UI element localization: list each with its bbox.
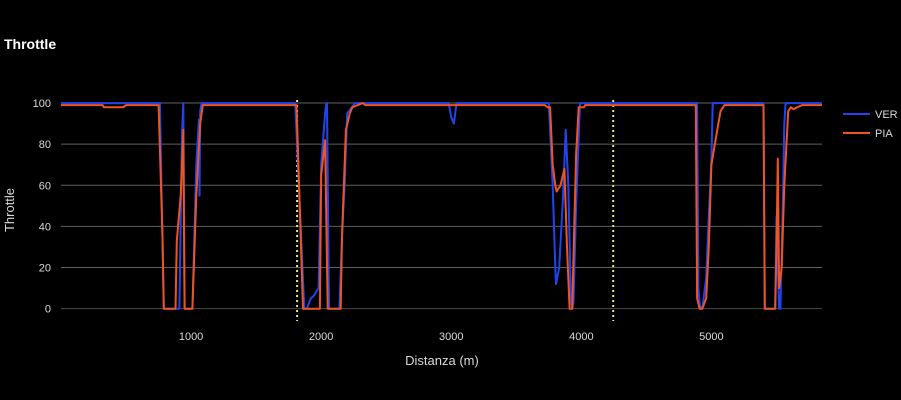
- x-tick-labels: 1000 2000 3000 4000 5000: [179, 331, 724, 343]
- x-tick-label: 1000: [179, 331, 203, 343]
- y-tick-label: 100: [33, 98, 51, 110]
- y-tick-label: 40: [39, 221, 51, 233]
- y-tick-label: 80: [39, 139, 51, 151]
- chart-title: Throttle: [4, 36, 56, 52]
- y-tick-label: 20: [39, 263, 51, 275]
- legend-label-ver: VER: [875, 109, 898, 121]
- x-tick-label: 4000: [569, 331, 593, 343]
- x-tick-label: 3000: [439, 331, 463, 343]
- y-tick-labels: 0 20 40 60 80 100: [33, 98, 51, 316]
- x-tick-label: 2000: [309, 331, 333, 343]
- series-line-pia: [61, 102, 822, 310]
- y-tick-label: 0: [45, 304, 51, 316]
- y-tick-label: 60: [39, 180, 51, 192]
- y-axis-label: Throttle: [2, 188, 17, 232]
- legend-label-pia: PIA: [875, 128, 893, 140]
- x-tick-label: 5000: [699, 331, 723, 343]
- series-line-ver: [61, 102, 822, 310]
- x-axis-label: Distanza (m): [405, 353, 479, 368]
- series-lines: [61, 102, 822, 310]
- legend: VER PIA: [843, 109, 898, 140]
